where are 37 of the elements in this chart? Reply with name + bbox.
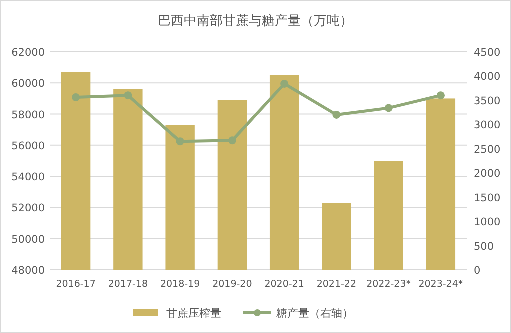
- x-tick-label: 2016-17: [56, 279, 96, 290]
- y2-tick-label: 1500: [474, 192, 501, 204]
- x-tick-label: 2020-21: [264, 279, 304, 290]
- point: [332, 110, 341, 119]
- y2-tick-label: 4000: [474, 71, 501, 84]
- point: [436, 92, 445, 100]
- legend-label: 甘蔗压榨量: [166, 307, 222, 320]
- y2-tick-label: 3500: [474, 95, 501, 108]
- y2-tick-label: 2000: [474, 168, 501, 180]
- y-tick-label: 58000: [12, 109, 45, 122]
- point: [72, 94, 80, 102]
- legend-label: 糖产量（右轴）: [276, 307, 354, 320]
- y2-tick-label: 0: [474, 265, 481, 277]
- y2-tick-label: 3000: [474, 120, 501, 132]
- y-tick-label: 50000: [12, 234, 45, 246]
- y2-tick-label: 500: [474, 240, 494, 253]
- y-tick-label: 62000: [12, 47, 45, 59]
- point: [124, 92, 132, 100]
- chart-title: 巴西中南部甘蔗与糖产量（万吨）: [158, 14, 353, 29]
- y-tick-label: 48000: [12, 265, 45, 277]
- point: [384, 104, 393, 112]
- y2-tick-label: 4500: [474, 47, 501, 59]
- y-tick-label: 54000: [12, 172, 45, 184]
- x-tick-label: 2022-23*: [366, 279, 412, 290]
- y2-tick-label: 1000: [474, 216, 501, 229]
- point: [176, 138, 184, 146]
- y-tick-label: 60000: [12, 78, 45, 90]
- point: [280, 80, 289, 88]
- point: [228, 136, 236, 145]
- x-tick-label: 2019-20: [212, 279, 252, 290]
- x-tick-label: 2023-24*: [418, 279, 464, 290]
- y-tick-label: 56000: [12, 140, 45, 152]
- x-tick-label: 2021-22: [316, 279, 357, 290]
- y-tick-label: 52000: [12, 202, 45, 215]
- x-tick-label: 2017-18: [108, 279, 148, 290]
- y2-tick-label: 2500: [474, 144, 501, 156]
- x-tick-label: 2018-19: [160, 279, 200, 290]
